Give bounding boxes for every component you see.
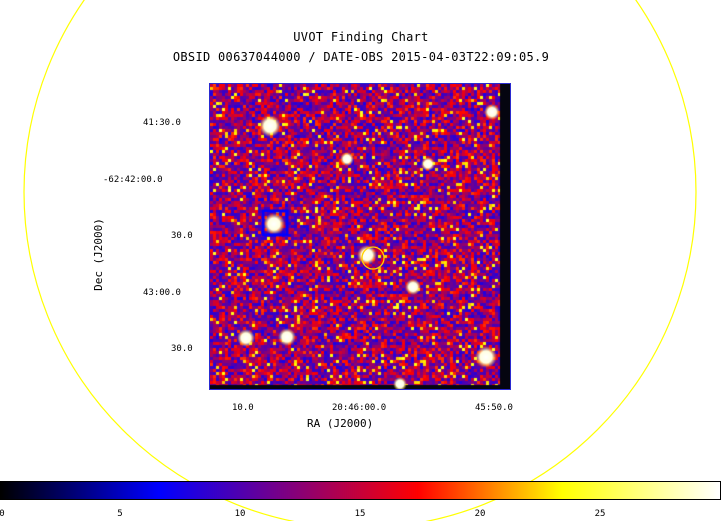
chart-subtitle: OBSID 00637044000 / DATE-OBS 2015-04-03T…	[172, 50, 550, 64]
dec-tick-label: 43:00.0	[143, 288, 181, 298]
colorbar-tick-label: 0	[0, 509, 5, 519]
colorbar-tick-label: 5	[117, 509, 123, 519]
x-axis-label: RA (J2000)	[307, 417, 374, 430]
dec-tick-label: 30.0	[171, 344, 193, 354]
dec-tick-label: -62:42:00.0	[103, 175, 163, 185]
ra-tick-label: 45:50.0	[475, 403, 513, 413]
colorbar-tick-label: 15	[354, 509, 366, 519]
dec-tick-label: 41:30.0	[143, 118, 181, 128]
colorbar-tick-label: 25	[594, 509, 606, 519]
sky-image	[209, 83, 511, 390]
ra-tick-label: 10.0	[232, 403, 254, 413]
ra-tick-label: 20:46:00.0	[332, 403, 387, 413]
colorbar-tick-label: 20	[474, 509, 486, 519]
dec-tick-label: 30.0	[171, 231, 193, 241]
chart-title: UVOT Finding Chart	[293, 30, 429, 44]
colorbar-tick-label: 10	[234, 509, 246, 519]
colorbar	[0, 481, 721, 500]
